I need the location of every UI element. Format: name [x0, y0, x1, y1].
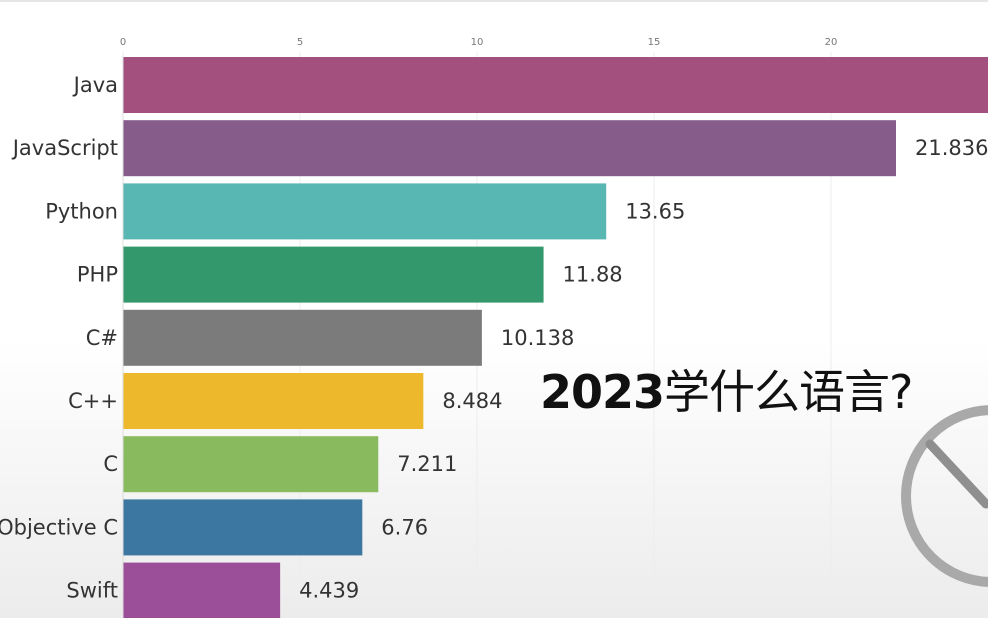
bar-objective-c [123, 499, 363, 556]
overlay-question: 学什么语言? [664, 365, 913, 419]
bar-c [123, 436, 379, 493]
bar-c- [123, 309, 482, 366]
category-label: Objective C [0, 515, 118, 539]
x-tick-label: 10 [471, 37, 484, 48]
category-label: Python [45, 199, 118, 223]
value-label: 7.211 [397, 452, 457, 476]
category-label: C++ [68, 389, 118, 413]
bar-php [123, 246, 544, 303]
bar-c- [123, 373, 424, 429]
bar-javascript [123, 120, 896, 177]
category-label: Java [72, 73, 118, 97]
category-label: C [103, 452, 118, 476]
x-tick-label: 20 [825, 37, 838, 48]
top-divider [0, 0, 988, 2]
category-label: Swift [66, 579, 118, 603]
value-label: 11.88 [563, 263, 623, 287]
x-tick-label: 5 [297, 37, 303, 48]
overlay-title: 2023学什么语言? [540, 356, 913, 422]
value-label: 13.65 [625, 199, 685, 223]
value-label: 21.836 [915, 136, 988, 160]
x-tick-label: 0 [120, 37, 126, 48]
category-label: C# [86, 326, 118, 350]
bar-swift [123, 562, 281, 618]
overlay-year: 2023 [540, 365, 665, 419]
value-label: 10.138 [501, 326, 574, 350]
value-label: 4.439 [299, 579, 359, 603]
stopwatch-icon [901, 405, 988, 587]
value-label: 8.484 [442, 389, 502, 413]
bar-java [123, 57, 988, 113]
category-label: PHP [77, 263, 118, 287]
bar-python [123, 183, 607, 240]
category-label: JavaScript [11, 136, 118, 160]
x-tick-label: 15 [648, 37, 661, 48]
value-label: 6.76 [381, 515, 428, 539]
